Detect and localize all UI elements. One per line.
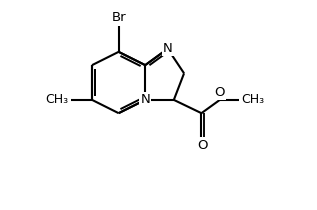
Text: Br: Br [111, 11, 126, 24]
Text: O: O [197, 139, 208, 152]
Text: CH₃: CH₃ [241, 93, 264, 106]
Text: N: N [163, 42, 172, 55]
Text: O: O [215, 86, 225, 99]
Text: N: N [140, 93, 150, 106]
Text: CH₃: CH₃ [45, 93, 68, 106]
